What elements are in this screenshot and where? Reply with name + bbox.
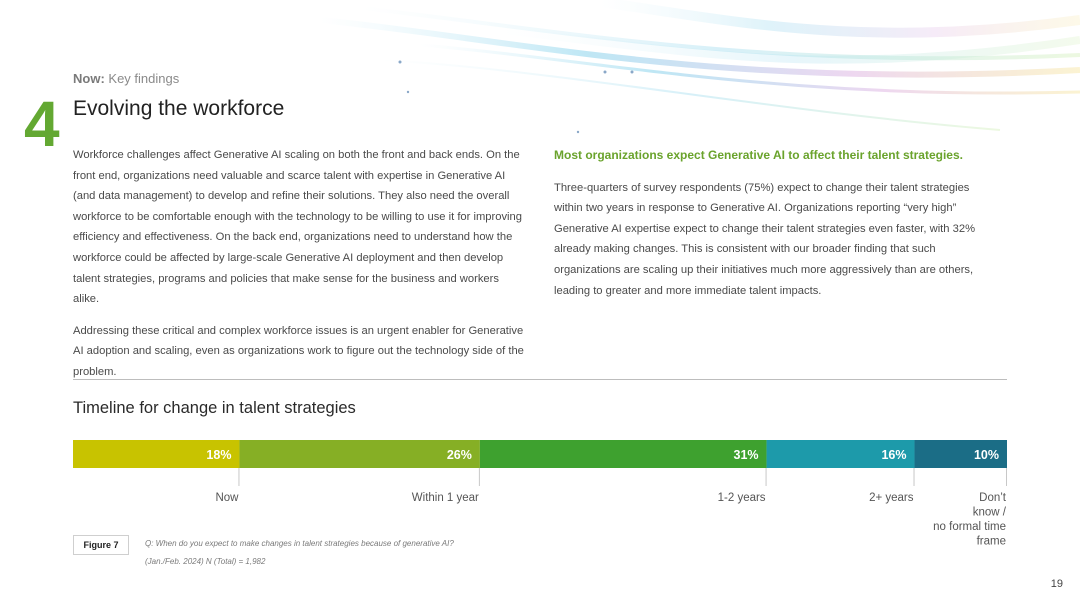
section-divider — [73, 379, 1007, 380]
chart-title: Timeline for change in talent strategies — [73, 399, 356, 417]
kicker-bold: Now: — [73, 71, 105, 86]
page-number: 19 — [1050, 578, 1063, 590]
bar-value-label: 31% — [734, 448, 759, 462]
section-number: 4 — [24, 88, 60, 160]
bar-value-label: 16% — [881, 448, 906, 462]
bar-value-label: 10% — [974, 448, 999, 462]
category-label: no formal time — [933, 521, 1006, 533]
category-label: Don’t — [979, 492, 1007, 504]
decorative-light-streaks — [319, 0, 1080, 134]
bar-value-label: 18% — [206, 448, 231, 462]
figure-source: (Jan./Feb. 2024) N (Total) = 1,982 — [145, 557, 266, 566]
bar-segment — [479, 440, 767, 468]
bar-segment — [73, 440, 240, 468]
right-column: Most organizations expect Generative AI … — [554, 145, 994, 301]
body-paragraph: Addressing these critical and complex wo… — [73, 324, 524, 378]
bar-segment — [239, 440, 480, 468]
left-column: Workforce challenges affect Generative A… — [73, 145, 528, 394]
category-label: Within 1 year — [412, 492, 479, 504]
page-title: Evolving the workforce — [73, 97, 285, 120]
body-paragraph: Three-quarters of survey respondents (75… — [554, 181, 976, 297]
category-label: know / — [973, 507, 1007, 519]
category-label: 2+ years — [869, 492, 914, 504]
bar-segment — [914, 440, 1007, 468]
bar-segment — [766, 440, 915, 468]
figure-question: Q: When do you expect to make changes in… — [145, 539, 454, 548]
section-kicker: Now: Key findings — [73, 71, 179, 86]
bar-value-label: 26% — [447, 448, 472, 462]
kicker-text: Key findings — [104, 71, 180, 86]
category-label: 1-2 years — [718, 492, 766, 504]
lead-statement: Most organizations expect Generative AI … — [554, 148, 963, 162]
stacked-bar-chart: 18% Now 26% Within 1 year 31% 1-2 years 16% 2+ … — [73, 440, 1007, 548]
category-label: Now — [215, 492, 239, 504]
category-label: frame — [977, 536, 1006, 548]
body-paragraph: Workforce challenges affect Generative A… — [73, 149, 522, 306]
figure-label: Figure 7 — [73, 535, 129, 555]
